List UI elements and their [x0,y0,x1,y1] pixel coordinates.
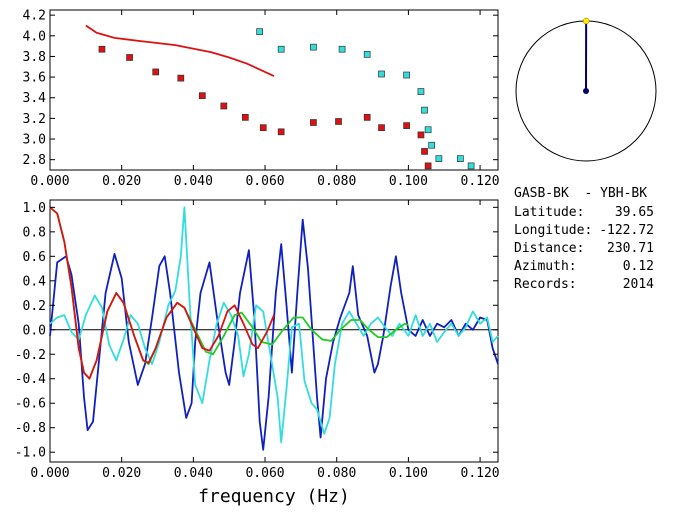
dispersion-point [242,114,248,120]
dispersion-y-tick-label: 4.2 [23,9,46,24]
dispersion-y-tick-label: 3.6 [23,71,46,86]
spectrum-y-tick-label: -0.6 [15,397,46,412]
info-value: -122.72 [599,223,654,238]
spectrum-x-tick-label: 0.000 [30,466,69,481]
spectrum-y-tick-label: 0.4 [23,274,47,289]
spectrum-x-tick-label: 0.120 [461,466,500,481]
spectrum-series-line [50,207,408,378]
spectrum-y-tick-label: 0.8 [23,225,46,240]
dispersion-point [336,118,342,124]
dispersion-point [199,93,205,99]
dispersion-point [257,29,263,35]
info-value: 0.12 [623,259,654,274]
dispersion-x-tick-label: 0.020 [102,174,141,189]
spectrum-y-tick-label: -0.8 [15,421,46,436]
spectrum-y-tick-label: 0.0 [23,323,46,338]
dispersion-y-tick-label: 4.0 [23,29,46,44]
dispersion-y-tick-label: 3.2 [23,112,46,127]
compass-center-marker [583,88,589,94]
dispersion-point [379,71,385,77]
dispersion-point [260,125,266,131]
station-info: GASB-BK - YBH-BK Latitude: 39.65 Longitude… [514,186,654,292]
info-value: 39.65 [615,205,654,220]
dispersion-point [429,142,435,148]
dispersion-point [425,163,431,169]
spectrum-x-tick-label: 0.100 [389,466,428,481]
dispersion-point [99,46,105,52]
info-label: Azimuth: [514,259,577,274]
dispersion-series [86,26,474,169]
dispersion-point [418,132,424,138]
dispersion-x-tick-label: 0.080 [317,174,356,189]
dispersion-point [457,156,463,162]
info-label: Distance: [514,241,584,256]
dispersion-point [418,89,424,95]
dispersion-point [153,69,159,75]
dispersion-y-tick-label: 3.4 [23,91,47,106]
azimuth-compass [516,18,656,161]
spectrum-x-tick-label: 0.020 [102,466,141,481]
dispersion-y-tick-label: 3.8 [23,50,46,65]
dispersion-point [436,156,442,162]
dispersion-point [404,123,410,129]
info-value: 2014 [623,277,654,292]
spectrum-y-tick-label: -0.2 [15,348,46,363]
dispersion-point [422,148,428,154]
spectrum-panel: 0.000 0.020 0.040 0.060 0.080 0.100 0.120 1.0 0… [15,200,500,507]
spectrum-y-tick-label: 0.6 [23,250,46,265]
spectrum-x-tick-label: 0.080 [317,466,356,481]
dispersion-x-tick-label: 0.100 [389,174,428,189]
dispersion-point [422,107,428,113]
spectrum-y-tick-label: -1.0 [15,446,46,461]
spectrum-x-tick-label: 0.060 [245,466,284,481]
dispersion-y-tick-label: 3.0 [23,133,46,148]
info-label: Records: [514,277,577,292]
dispersion-y-tick-label: 2.8 [23,153,46,168]
dispersion-point [221,103,227,109]
dispersion-point [379,125,385,131]
dispersion-x-ticks: 0.000 0.020 0.040 0.060 0.080 0.100 0.120 [30,10,499,189]
dispersion-point [364,114,370,120]
info-label: Latitude: [514,205,584,220]
needle-tip-marker [583,18,589,24]
dispersion-panel: 0.000 0.020 0.040 0.060 0.080 0.100 0.120 2.8 3… [23,9,500,189]
dispersion-point [178,75,184,81]
dispersion-point [468,163,474,169]
dispersion-x-tick-label: 0.040 [174,174,213,189]
dispersion-point [278,129,284,135]
dispersion-point [404,72,410,78]
dispersion-point [425,127,431,133]
x-axis-label: frequency (Hz) [198,486,350,507]
dispersion-x-tick-label: 0.060 [245,174,284,189]
dispersion-series-line [86,26,274,77]
spectrum-series-line [50,220,498,450]
spectrum-series [50,207,498,449]
dispersion-point [278,46,284,52]
dispersion-point [310,120,316,126]
station-pair-title: GASB-BK - YBH-BK [514,186,647,201]
dispersion-x-tick-label: 0.000 [30,174,69,189]
spectrum-x-tick-label: 0.040 [174,466,213,481]
dispersion-point [310,44,316,50]
dispersion-point [364,51,370,57]
spectrum-y-tick-label: 1.0 [23,201,46,216]
dispersion-point [339,46,345,52]
info-value: 230.71 [607,241,654,256]
spectrum-y-tick-label: -0.4 [15,372,46,387]
info-label: Longitude: [514,223,592,238]
dispersion-point [127,54,133,60]
dispersion-x-tick-label: 0.120 [461,174,500,189]
spectrum-y-tick-label: 0.2 [23,299,46,314]
